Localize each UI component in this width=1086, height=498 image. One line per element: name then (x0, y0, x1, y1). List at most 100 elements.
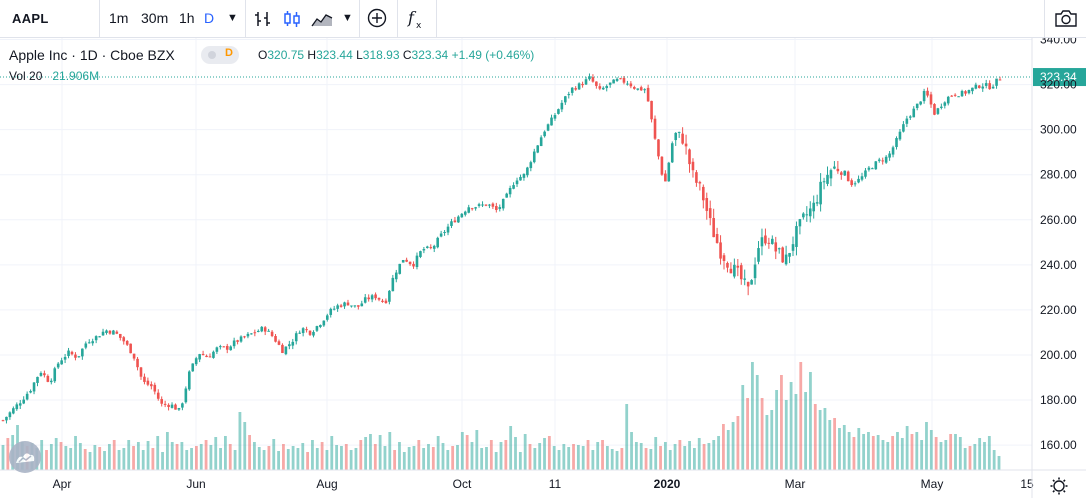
candle-body (229, 346, 232, 351)
candle (1, 419, 5, 422)
candle-body (174, 404, 177, 410)
chart-type-dropdown-chevron-icon[interactable]: ▼ (342, 12, 353, 24)
volume-bar (605, 446, 609, 470)
volume-bar (751, 362, 754, 470)
price-chart[interactable]: 323.34 340.00 320.00 300.00 280.00 260.00 240… (0, 38, 1086, 498)
area-chart-type-icon[interactable] (311, 9, 333, 29)
candle-body (105, 330, 108, 333)
candle (243, 335, 246, 339)
candle (122, 336, 126, 345)
symbol-search[interactable]: AAPL (12, 11, 49, 26)
candle (315, 325, 319, 332)
candle-body (522, 173, 526, 178)
candle-body (743, 278, 747, 280)
low-value: 318.93 (362, 48, 400, 62)
candle (567, 91, 571, 99)
candle (339, 303, 343, 308)
candle-body (615, 78, 619, 81)
volume-bar (731, 422, 735, 470)
volume-bar (992, 450, 996, 470)
candle (605, 84, 609, 92)
candle-body (301, 328, 305, 334)
candle-body (22, 399, 25, 404)
volume-bar (905, 426, 909, 470)
candle-body (681, 133, 684, 144)
candle (436, 236, 439, 249)
candle-body (501, 198, 505, 209)
candle-body (184, 388, 188, 403)
candle (805, 206, 809, 222)
candle-body (915, 103, 919, 109)
candle (857, 175, 860, 184)
candle (957, 96, 960, 98)
volume-bar (557, 450, 561, 470)
volume-bar (267, 446, 271, 470)
candle-body (846, 171, 850, 182)
volume-bar (934, 437, 938, 470)
candle-body (715, 234, 719, 243)
candle (129, 343, 132, 354)
volume-bar (765, 415, 769, 470)
candle (398, 263, 402, 275)
volume-bar (983, 442, 986, 470)
candle (256, 329, 260, 333)
interval-dropdown-chevron-icon[interactable]: ▼ (227, 12, 238, 24)
candle-body (608, 82, 612, 85)
candle (898, 129, 902, 141)
candle (688, 148, 691, 173)
indicators-fx-icon[interactable]: f x (406, 7, 428, 31)
volume-bar (804, 392, 808, 470)
candles-chart-type-icon[interactable] (282, 9, 302, 29)
volume-bar (122, 448, 126, 470)
candle-body (739, 265, 743, 280)
y-axis-tick-label: 300.00 (1040, 123, 1077, 137)
interval-30m-button[interactable]: 30m (141, 10, 169, 26)
candle (498, 204, 502, 212)
x-axis-tick-label: 2020 (654, 477, 681, 491)
y-axis-tick-label: 240.00 (1040, 258, 1077, 272)
interval-1h-button[interactable]: 1h (179, 10, 195, 26)
volume-bar (576, 445, 580, 470)
candle-body (508, 188, 512, 195)
candle-body (546, 124, 550, 131)
candle-body (629, 83, 633, 87)
tradingview-logo-icon[interactable] (9, 441, 41, 473)
candle (615, 77, 619, 82)
last-price-label: 323.34 (1040, 70, 1077, 84)
candle-body (774, 242, 778, 252)
volume-bar (112, 440, 116, 470)
toolbar-separator (397, 0, 398, 37)
candle (419, 250, 422, 259)
interval-d-button[interactable]: D (204, 10, 215, 26)
candle-body (574, 88, 577, 90)
legend-title: Apple Inc · 1D · Cboe BZX (9, 47, 175, 63)
volume-bar (610, 449, 614, 470)
change-value: +1.49 (+0.46%) (451, 48, 535, 62)
volume-bar (586, 440, 590, 470)
volume-bar (552, 446, 556, 470)
candle (291, 338, 295, 350)
candle (463, 210, 467, 217)
compare-add-symbol-icon[interactable] (366, 7, 388, 29)
bar-chart-type-icon[interactable] (253, 9, 273, 29)
candle (350, 305, 353, 308)
candle-body (843, 170, 847, 176)
candle (370, 293, 374, 303)
candle-body (46, 375, 50, 382)
candle (450, 218, 453, 229)
volume-bar (958, 437, 962, 470)
interval-1m-button[interactable]: 1m (109, 10, 129, 26)
candle (619, 77, 622, 80)
candle-body (132, 353, 136, 359)
volume-bar (460, 432, 464, 470)
candle (225, 343, 229, 354)
candle-body (560, 102, 564, 110)
camera-snapshot-icon[interactable] (1054, 8, 1078, 28)
candle-body (332, 308, 336, 310)
volume-bar (141, 450, 145, 470)
candle (743, 269, 747, 286)
volume-label: Vol 20 (9, 69, 43, 83)
candle (974, 82, 978, 90)
candlestick-series (1, 73, 1002, 424)
volume-bar (349, 450, 353, 470)
